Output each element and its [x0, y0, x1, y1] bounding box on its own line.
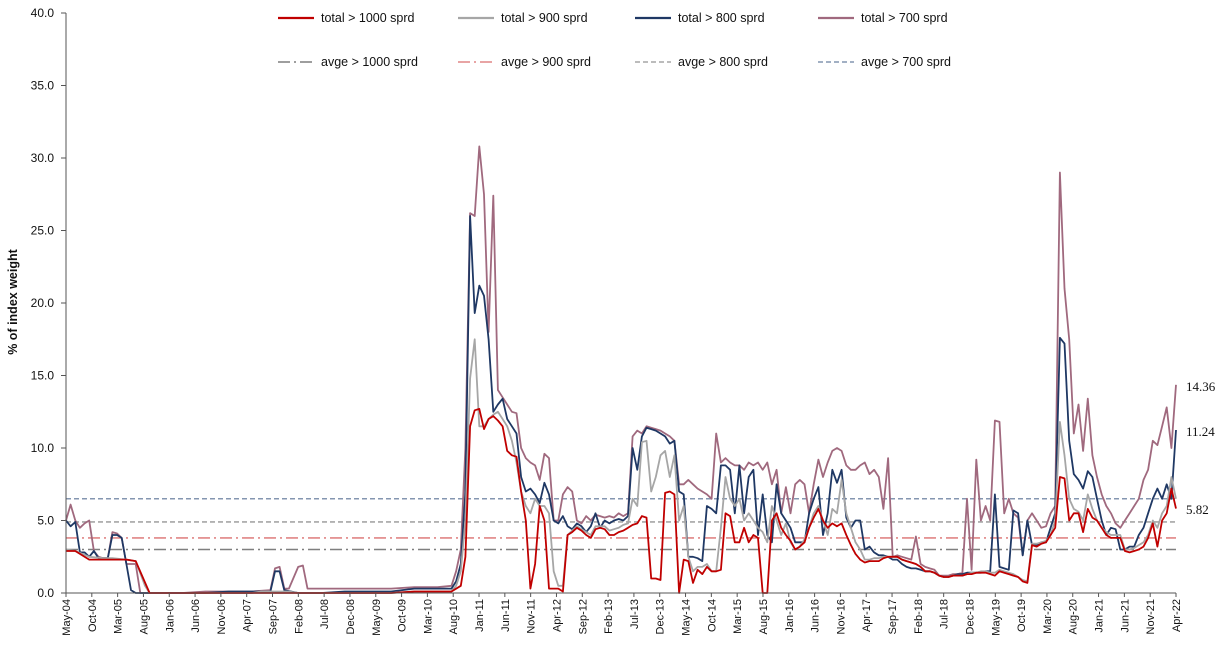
x-tick-label: Jan-21	[1094, 599, 1106, 633]
x-tick-label: Jun-06	[190, 599, 202, 633]
average-lines	[66, 497, 1176, 551]
y-tick-label: 40.0	[31, 6, 55, 20]
x-tick-label: Sep-12	[577, 599, 589, 634]
x-tick-label: Nov-11	[526, 599, 538, 634]
x-tick-label: Jun-11	[500, 599, 512, 632]
x-tick-label: Jan-11	[474, 599, 486, 632]
x-tick-label: Mar-20	[1042, 599, 1054, 634]
series-line-2	[65, 338, 1177, 594]
y-tick-label: 15.0	[31, 369, 55, 383]
x-tick-label: Aug-10	[448, 599, 460, 634]
x-tick-label: May-09	[371, 599, 383, 636]
legend-label-series-1: total > 1000 sprd	[321, 11, 415, 25]
y-tick-label: 0.0	[37, 586, 54, 600]
x-tick-label: Jan-16	[784, 599, 796, 633]
series-lines	[65, 145, 1177, 594]
x-tick-label: Apr-22	[1171, 599, 1183, 632]
legend-label-average-3: avge > 800 sprd	[678, 55, 768, 69]
x-tick-label: May-14	[681, 599, 693, 636]
x-tick-label: May-19	[990, 599, 1002, 636]
x-tick-label: Aug-05	[138, 599, 150, 634]
y-tick-label: 25.0	[31, 224, 55, 238]
legend: total > 1000 sprd total > 900 sprd total >…	[278, 11, 951, 69]
y-tick-label: 30.0	[31, 151, 55, 165]
x-tick-label: Jul-13	[629, 599, 641, 629]
x-tick-label: May-04	[61, 599, 73, 636]
axes	[65, 13, 1176, 594]
x-tick-label: Dec-18	[964, 599, 976, 634]
y-tick-label: 35.0	[31, 79, 55, 93]
y-tick-label: 20.0	[31, 296, 55, 310]
legend-label-series-3: total > 800 sprd	[678, 11, 765, 25]
y-tick-label: 10.0	[31, 441, 55, 455]
legend-label-average-2: avge > 900 sprd	[501, 55, 591, 69]
legend-label-average-1: avge > 1000 sprd	[321, 55, 418, 69]
legend-label-series-4: total > 700 sprd	[861, 11, 948, 25]
x-tick-label: Mar-10	[422, 599, 434, 634]
end-value-label: 11.24	[1186, 424, 1215, 439]
end-labels: 14.36 11.24 5.82	[1186, 379, 1216, 517]
x-tick-label: Oct-19	[1016, 599, 1028, 632]
y-tick-label: 5.0	[37, 514, 54, 528]
x-tick-label: Dec-08	[345, 599, 357, 634]
x-tick-label: Jul-18	[939, 599, 951, 629]
legend-label-average-4: avge > 700 sprd	[861, 55, 951, 69]
end-value-label: 14.36	[1186, 379, 1216, 394]
x-tick-label: Mar-15	[732, 599, 744, 634]
legend-label-series-2: total > 900 sprd	[501, 11, 588, 25]
x-tick-label: Mar-05	[113, 599, 125, 634]
x-tick-label: Feb-18	[913, 599, 925, 634]
x-tick-label: Sep-17	[887, 599, 899, 634]
x-tick-label: Oct-09	[397, 599, 409, 632]
x-tick-label: Apr-12	[551, 599, 563, 632]
x-tick-label: Jun-21	[1119, 599, 1131, 633]
x-tick-label: Dec-13	[655, 599, 667, 634]
x-tick-label: Nov-06	[216, 599, 228, 634]
x-tick-label: Oct-14	[706, 599, 718, 632]
x-tick-label: Jun-16	[810, 599, 822, 633]
y-axis-title: % of index weight	[6, 248, 20, 354]
x-tick-label: Feb-13	[603, 599, 615, 634]
x-tick-label: Jan-06	[164, 599, 176, 633]
x-tick-label: Jul-08	[319, 599, 331, 629]
x-tick-label: Feb-08	[293, 599, 305, 634]
x-tick-label: Nov-16	[835, 599, 847, 634]
x-tick-label: Oct-04	[87, 599, 99, 632]
y-axis-ticks: 0.0 5.0 10.0 15.0 20.0 25.0 30.0 35.0 40.0	[31, 6, 66, 600]
x-tick-label: Sep-07	[268, 599, 280, 634]
x-tick-label: Aug-15	[758, 599, 770, 634]
x-axis-ticks: May-04 Oct-04 Mar-05 Aug-05 Jan-06 Jun-06 Nov-…	[61, 593, 1183, 636]
x-tick-label: Apr-07	[242, 599, 254, 632]
x-tick-label: Nov-21	[1145, 599, 1157, 634]
series-line-3	[65, 215, 1177, 594]
x-tick-label: Aug-20	[1068, 599, 1080, 634]
x-tick-label: Apr-17	[861, 599, 873, 632]
end-value-label: 5.82	[1186, 502, 1209, 517]
